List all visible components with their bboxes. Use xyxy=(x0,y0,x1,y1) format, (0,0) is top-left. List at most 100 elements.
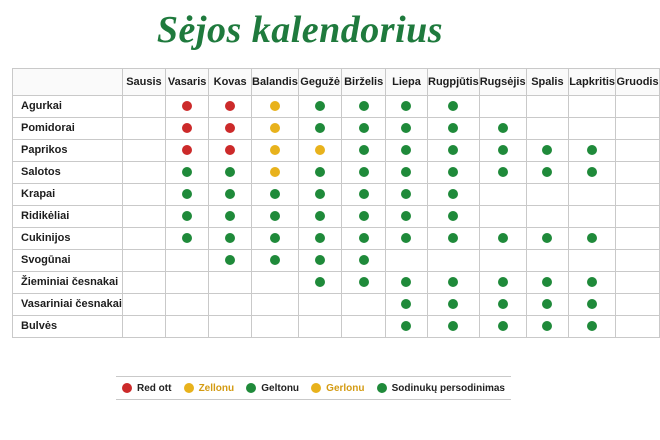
month-cell xyxy=(384,249,429,272)
green-dot-icon xyxy=(542,233,553,244)
legend-item: Geltonu xyxy=(246,383,299,394)
plant-name: Paprikos xyxy=(12,139,123,162)
green-dot-icon xyxy=(315,123,326,134)
month-cell xyxy=(121,271,166,294)
month-cell xyxy=(568,293,617,316)
green-dot-icon xyxy=(401,211,412,222)
month-cell xyxy=(615,139,660,162)
green-dot-icon xyxy=(246,383,257,393)
green-dot-icon xyxy=(497,167,508,178)
yellow-dot-icon xyxy=(269,145,280,156)
month-cell xyxy=(427,315,480,338)
month-cell xyxy=(525,315,570,338)
green-dot-icon xyxy=(358,123,369,134)
legend-item: Zellonu xyxy=(183,383,234,394)
month-cell xyxy=(251,139,299,162)
month-cell xyxy=(615,315,660,338)
green-dot-icon xyxy=(269,255,280,266)
month-cell xyxy=(208,139,252,162)
green-dot-icon xyxy=(448,211,459,222)
red-dot-icon xyxy=(122,383,132,393)
month-cell xyxy=(164,293,210,316)
table-row: Agurkai xyxy=(12,95,660,118)
month-cell xyxy=(164,271,210,294)
green-dot-icon xyxy=(358,255,369,266)
green-dot-icon xyxy=(182,189,193,200)
green-dot-icon xyxy=(448,167,459,178)
month-cell xyxy=(525,117,570,140)
green-dot-icon xyxy=(225,255,236,266)
yellow-dot-icon xyxy=(183,383,194,393)
green-dot-icon xyxy=(497,321,508,332)
month-header: Kovas xyxy=(208,68,252,96)
month-cell xyxy=(208,315,252,338)
month-cell xyxy=(121,95,166,118)
green-dot-icon xyxy=(448,299,459,310)
month-cell xyxy=(615,95,660,118)
yellow-dot-icon xyxy=(311,383,322,393)
red-dot-icon xyxy=(225,123,236,134)
month-cell xyxy=(341,271,386,294)
green-dot-icon xyxy=(542,145,553,156)
yellow-dot-icon xyxy=(269,101,280,112)
green-dot-icon xyxy=(497,145,508,156)
month-cell xyxy=(615,183,660,206)
green-dot-icon xyxy=(401,277,412,288)
month-cell xyxy=(427,293,480,316)
legend-item: Sodinukų persodinimas xyxy=(376,383,505,394)
green-dot-icon xyxy=(448,233,459,244)
green-dot-icon xyxy=(225,189,236,200)
green-dot-icon xyxy=(401,145,412,156)
green-dot-icon xyxy=(542,321,553,332)
green-dot-icon xyxy=(587,233,598,244)
month-cell xyxy=(384,139,429,162)
red-dot-icon xyxy=(182,101,193,112)
green-dot-icon xyxy=(358,189,369,200)
month-cell xyxy=(121,117,166,140)
green-dot-icon xyxy=(448,101,459,112)
month-cell xyxy=(525,227,570,250)
month-cell xyxy=(341,205,386,228)
month-cell xyxy=(251,161,299,184)
green-dot-icon xyxy=(587,299,598,310)
page-title: Sėjos kalendorius xyxy=(156,9,444,51)
plant-name: Svogūnai xyxy=(12,249,123,272)
month-cell xyxy=(297,95,343,118)
month-header: Birželis xyxy=(341,68,386,96)
month-cell xyxy=(525,271,570,294)
plant-name: Ridikėliai xyxy=(12,205,123,228)
month-cell xyxy=(615,161,660,184)
month-cell xyxy=(164,95,210,118)
month-cell xyxy=(478,161,527,184)
green-dot-icon xyxy=(269,189,280,200)
month-cell xyxy=(251,315,299,338)
green-dot-icon xyxy=(497,299,508,310)
green-dot-icon xyxy=(542,277,553,288)
month-cell xyxy=(208,205,252,228)
legend: Red ott Zellonu Geltonu Gerlonu Sodinukų per… xyxy=(116,376,511,400)
table-row: Paprikos xyxy=(12,139,660,162)
month-header: Lapkritis xyxy=(568,68,617,96)
green-dot-icon xyxy=(358,233,369,244)
green-dot-icon xyxy=(401,233,412,244)
month-cell xyxy=(525,139,570,162)
green-dot-icon xyxy=(358,277,369,288)
month-cell xyxy=(341,139,386,162)
month-header: Spalis xyxy=(525,68,570,96)
month-cell xyxy=(478,117,527,140)
month-cell xyxy=(384,293,429,316)
month-cell xyxy=(164,315,210,338)
month-cell xyxy=(251,227,299,250)
month-cell xyxy=(251,271,299,294)
legend-label: Geltonu xyxy=(261,382,300,394)
green-dot-icon xyxy=(448,123,459,134)
table-row: Pomidorai xyxy=(12,117,660,140)
month-cell xyxy=(297,249,343,272)
month-cell xyxy=(121,183,166,206)
green-dot-icon xyxy=(315,255,326,266)
legend-label: Gerlonu xyxy=(326,382,365,394)
month-cell xyxy=(478,315,527,338)
month-cell xyxy=(568,227,617,250)
green-dot-icon xyxy=(315,167,326,178)
green-dot-icon xyxy=(315,277,326,288)
